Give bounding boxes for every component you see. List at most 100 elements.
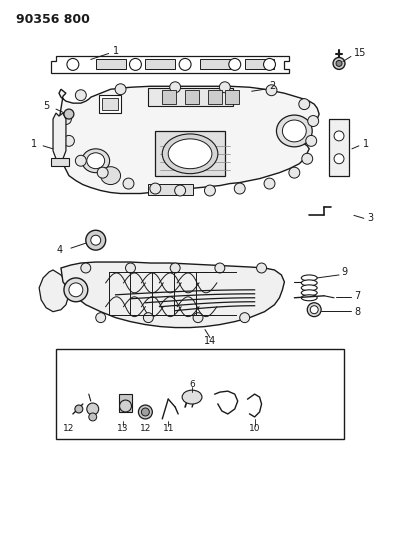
Text: 1: 1 — [363, 139, 369, 149]
Ellipse shape — [63, 135, 74, 147]
Ellipse shape — [91, 235, 101, 245]
Bar — [56, 350, 344, 439]
Ellipse shape — [301, 275, 317, 281]
Ellipse shape — [64, 109, 74, 119]
Ellipse shape — [182, 390, 202, 404]
Text: 14: 14 — [204, 336, 216, 346]
Ellipse shape — [266, 85, 277, 96]
Ellipse shape — [301, 295, 317, 301]
Ellipse shape — [87, 153, 105, 168]
Bar — [162, 90, 176, 104]
Text: 5: 5 — [43, 101, 49, 111]
Ellipse shape — [234, 183, 245, 194]
Ellipse shape — [168, 139, 212, 168]
Ellipse shape — [69, 283, 83, 297]
Ellipse shape — [170, 263, 180, 273]
Bar — [225, 90, 239, 104]
Ellipse shape — [334, 154, 344, 164]
Bar — [148, 183, 193, 196]
Ellipse shape — [282, 120, 306, 142]
Ellipse shape — [302, 154, 313, 164]
Bar — [99, 95, 120, 113]
Ellipse shape — [336, 60, 342, 67]
Ellipse shape — [141, 408, 149, 416]
Bar — [96, 60, 126, 69]
Ellipse shape — [333, 58, 345, 69]
Ellipse shape — [75, 90, 86, 101]
Ellipse shape — [67, 59, 79, 70]
Ellipse shape — [301, 285, 317, 291]
Ellipse shape — [126, 263, 135, 273]
Bar — [145, 60, 175, 69]
Bar — [200, 60, 230, 69]
Text: 2: 2 — [269, 81, 276, 91]
Text: 4: 4 — [57, 245, 63, 255]
Text: 9: 9 — [341, 267, 347, 277]
Ellipse shape — [334, 131, 344, 141]
Ellipse shape — [162, 134, 218, 174]
Ellipse shape — [193, 313, 203, 322]
Ellipse shape — [301, 280, 317, 286]
Ellipse shape — [175, 185, 186, 196]
Ellipse shape — [264, 178, 275, 189]
Ellipse shape — [82, 149, 110, 173]
Bar — [155, 131, 225, 176]
Polygon shape — [329, 119, 349, 176]
Ellipse shape — [61, 114, 71, 125]
Ellipse shape — [301, 290, 317, 296]
Ellipse shape — [308, 116, 319, 126]
Text: 10: 10 — [249, 424, 261, 433]
Text: 12: 12 — [140, 424, 151, 433]
Text: 12: 12 — [63, 424, 75, 433]
Bar — [51, 158, 69, 166]
Ellipse shape — [97, 167, 108, 178]
Text: 1: 1 — [113, 45, 119, 55]
Ellipse shape — [89, 413, 97, 421]
Polygon shape — [53, 113, 66, 163]
Text: 90356 800: 90356 800 — [16, 13, 90, 26]
Ellipse shape — [123, 178, 134, 189]
Text: 8: 8 — [354, 306, 360, 317]
Ellipse shape — [215, 263, 225, 273]
Text: 6: 6 — [189, 379, 195, 389]
Ellipse shape — [170, 82, 181, 93]
Bar — [185, 90, 199, 104]
Ellipse shape — [86, 230, 106, 250]
Polygon shape — [61, 262, 284, 328]
Ellipse shape — [81, 263, 91, 273]
Ellipse shape — [307, 303, 321, 317]
Ellipse shape — [277, 115, 312, 147]
Ellipse shape — [75, 155, 86, 166]
Ellipse shape — [115, 84, 126, 95]
Ellipse shape — [179, 59, 191, 70]
Polygon shape — [59, 86, 319, 193]
Ellipse shape — [264, 59, 275, 70]
Bar — [102, 98, 118, 110]
Ellipse shape — [289, 167, 300, 178]
Bar — [208, 90, 222, 104]
Ellipse shape — [64, 278, 88, 302]
Ellipse shape — [204, 185, 215, 196]
Bar — [148, 88, 233, 106]
Ellipse shape — [257, 263, 267, 273]
Ellipse shape — [120, 400, 132, 412]
Ellipse shape — [240, 313, 250, 322]
Text: 1: 1 — [31, 139, 37, 149]
Polygon shape — [51, 56, 289, 74]
Text: 15: 15 — [354, 49, 366, 59]
Ellipse shape — [219, 82, 230, 93]
Ellipse shape — [306, 135, 317, 147]
Text: 11: 11 — [162, 424, 174, 433]
Ellipse shape — [143, 313, 153, 322]
Polygon shape — [39, 270, 69, 312]
Bar — [119, 394, 132, 412]
Ellipse shape — [138, 405, 152, 419]
Text: 7: 7 — [354, 291, 360, 301]
Text: 13: 13 — [117, 424, 128, 433]
Ellipse shape — [101, 167, 120, 184]
Ellipse shape — [229, 59, 241, 70]
Ellipse shape — [150, 183, 161, 194]
Ellipse shape — [299, 99, 310, 110]
Text: 3: 3 — [367, 213, 373, 223]
Ellipse shape — [130, 59, 141, 70]
